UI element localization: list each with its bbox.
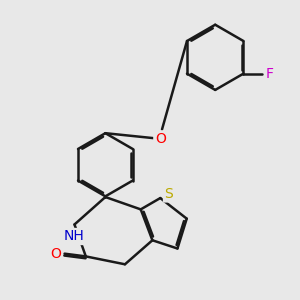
Text: F: F — [266, 67, 274, 81]
Text: NH: NH — [63, 230, 84, 244]
Text: O: O — [155, 132, 166, 146]
Text: O: O — [50, 247, 62, 261]
Text: S: S — [164, 187, 173, 201]
